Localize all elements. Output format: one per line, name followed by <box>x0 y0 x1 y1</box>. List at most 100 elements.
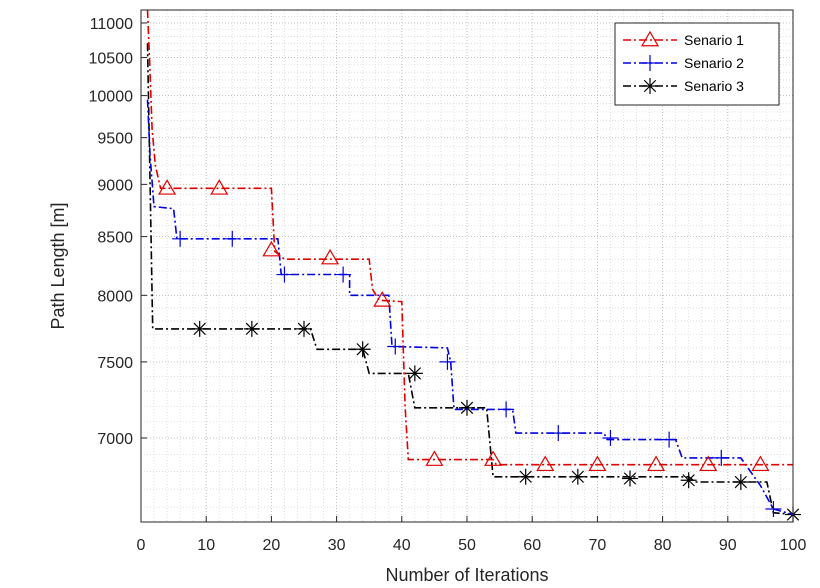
data-point <box>498 401 515 418</box>
data-point <box>224 230 241 247</box>
marker-shape <box>484 450 503 466</box>
data-point <box>765 500 782 517</box>
y-tick-label: 9500 <box>97 131 133 148</box>
legend-label: Senario 2 <box>684 55 744 71</box>
marker-shape <box>699 455 718 472</box>
legend-label: Senario 3 <box>684 78 744 94</box>
x-tick-label: 50 <box>458 537 476 554</box>
marker-shape <box>536 455 555 472</box>
marker-stroke <box>623 472 637 485</box>
marker-stroke <box>571 470 585 483</box>
data-point <box>276 266 293 283</box>
data-point <box>262 240 281 257</box>
y-tick-label: 8500 <box>97 230 133 247</box>
data-point <box>354 341 371 358</box>
x-tick-label: 100 <box>780 537 807 554</box>
y-tick-label: 10500 <box>89 51 134 68</box>
y-tick-label: 11000 <box>90 16 133 33</box>
marker-shape <box>321 248 340 265</box>
marker-shape <box>647 455 666 472</box>
marker-shape <box>425 450 444 466</box>
data-point <box>296 320 312 337</box>
x-tick-label: 30 <box>328 537 346 554</box>
marker-stroke <box>460 401 474 415</box>
marker-stroke <box>356 343 369 356</box>
series-layer <box>146 9 801 523</box>
legend-label: Senario 1 <box>684 32 744 48</box>
series-line <box>146 43 794 516</box>
marker-stroke <box>734 475 748 489</box>
legend-marker <box>642 78 658 94</box>
x-axis: 0 10 20 30 40 50 60 70 80 90 100 <box>137 516 807 554</box>
data-point <box>373 291 392 307</box>
data-point <box>321 248 340 265</box>
legend-marker <box>640 30 660 47</box>
marker-stroke <box>193 322 206 336</box>
data-point <box>569 468 586 485</box>
x-tick-label: 80 <box>654 537 672 554</box>
data-point <box>439 353 456 370</box>
legend-item: Senario 1 <box>623 30 744 48</box>
legend-marker <box>642 55 658 71</box>
marker-shape <box>588 455 607 472</box>
data-point <box>425 450 444 466</box>
marker-stroke <box>682 474 695 487</box>
marker-stroke <box>245 322 259 336</box>
y-tick-label: 7500 <box>97 355 133 372</box>
y-tick-label: 7000 <box>97 431 133 448</box>
x-tick-label: 0 <box>137 537 146 554</box>
x-axis-label: Number of Iterations <box>385 565 548 585</box>
data-point <box>751 455 770 472</box>
y-axis: 7000 7500 8000 8500 9000 9500 10000 10500 11000 <box>89 16 147 448</box>
data-point <box>713 449 730 466</box>
legend: Senario 1 Senario 2 Senario 3 <box>614 22 780 106</box>
marker-stroke <box>408 367 422 380</box>
y-tick-label: 10000 <box>89 89 134 106</box>
data-point <box>622 470 638 487</box>
x-tick-label: 60 <box>523 537 541 554</box>
y-tick-label: 9000 <box>97 177 133 194</box>
series-senario-3 <box>146 43 801 523</box>
data-point <box>158 179 177 195</box>
data-point <box>647 455 666 472</box>
legend-box <box>614 22 780 106</box>
data-point <box>484 450 503 466</box>
data-point <box>517 468 534 485</box>
data-point <box>732 474 749 491</box>
series-line <box>146 99 794 516</box>
series-senario-1 <box>146 9 793 472</box>
data-point <box>536 455 555 472</box>
legend-item: Senario 2 <box>623 55 744 71</box>
marker-shape <box>751 455 770 472</box>
data-point <box>406 365 423 382</box>
data-point <box>680 472 697 489</box>
data-point <box>550 425 567 442</box>
marker-shape <box>640 30 660 47</box>
data-point <box>661 431 678 448</box>
marker-shape <box>210 179 229 195</box>
x-tick-label: 70 <box>589 537 607 554</box>
data-point <box>588 455 607 472</box>
legend-item: Senario 3 <box>623 78 744 94</box>
marker-stroke <box>519 470 532 483</box>
data-point <box>335 266 352 283</box>
grid <box>140 9 794 522</box>
marker-shape <box>158 179 177 195</box>
data-point <box>602 429 619 446</box>
marker-stroke <box>643 79 657 93</box>
x-tick-label: 40 <box>393 537 411 554</box>
y-axis-label: Path Length [m] <box>48 202 68 329</box>
x-tick-label: 10 <box>197 537 215 554</box>
marker-stroke <box>297 322 311 336</box>
marker-shape <box>262 240 281 257</box>
x-tick-label: 90 <box>719 537 737 554</box>
y-tick-label: 8000 <box>97 288 133 305</box>
data-point <box>459 399 475 416</box>
data-point <box>243 320 260 337</box>
data-point <box>210 179 229 195</box>
data-point <box>191 320 208 337</box>
marker-shape <box>373 291 392 307</box>
data-point <box>172 230 189 247</box>
series-line <box>146 9 793 466</box>
